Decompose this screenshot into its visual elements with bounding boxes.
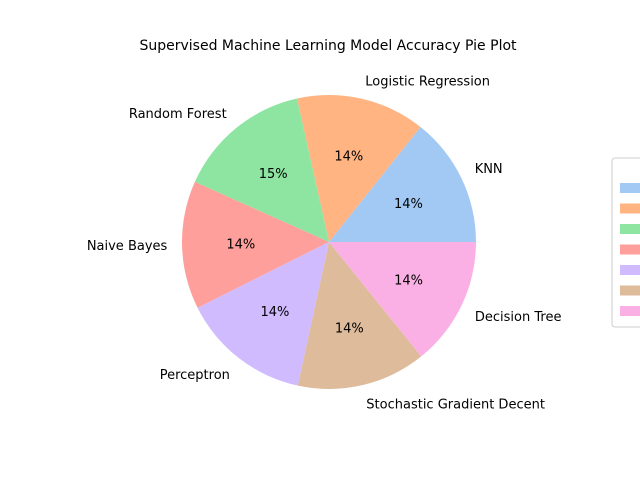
- slice-category-label: Naive Bayes: [87, 239, 168, 254]
- legend-frame: [611, 157, 640, 328]
- pie-slice-logistic-regression: [296, 94, 421, 243]
- pie-labels: 14% KNN 14% Logistic Regression 15% Random Fo…: [87, 74, 562, 412]
- slice-category-label: KNN: [475, 162, 503, 177]
- legend: [611, 157, 640, 328]
- slice-percent-label: 14%: [260, 305, 289, 320]
- pie-slice-random-forest: [194, 98, 329, 242]
- legend-swatch: [620, 244, 640, 255]
- legend-swatch: [620, 265, 640, 275]
- pie-slice-stochastic-gradient-decent: [297, 242, 422, 390]
- pie-slice-naive-bayes: [182, 181, 329, 308]
- pie-slice-perceptron: [197, 242, 329, 386]
- legend-swatch: [620, 224, 640, 234]
- pie-slice-decision-tree: [329, 242, 476, 357]
- legend-swatch: [620, 306, 640, 316]
- slice-percent-label: 15%: [259, 167, 288, 182]
- pie-slices: [182, 94, 476, 390]
- legend-swatch: [620, 183, 640, 193]
- slice-category-label: Stochastic Gradient Decent: [366, 397, 545, 412]
- pie-slice-knn: [329, 126, 476, 242]
- legend-swatch: [620, 285, 640, 296]
- slice-percent-label: 14%: [334, 150, 363, 165]
- slice-percent-label: 14%: [394, 197, 423, 212]
- chart-title: Supervised Machine Learning Model Accura…: [139, 38, 517, 54]
- slice-category-label: Decision Tree: [475, 310, 562, 325]
- slice-category-label: Random Forest: [129, 107, 227, 122]
- slice-percent-label: 14%: [394, 274, 423, 289]
- slice-category-label: Perceptron: [160, 368, 230, 383]
- legend-swatch: [620, 203, 640, 214]
- slice-percent-label: 14%: [226, 237, 255, 252]
- slice-percent-label: 14%: [335, 321, 364, 336]
- slice-category-label: Logistic Regression: [365, 74, 490, 89]
